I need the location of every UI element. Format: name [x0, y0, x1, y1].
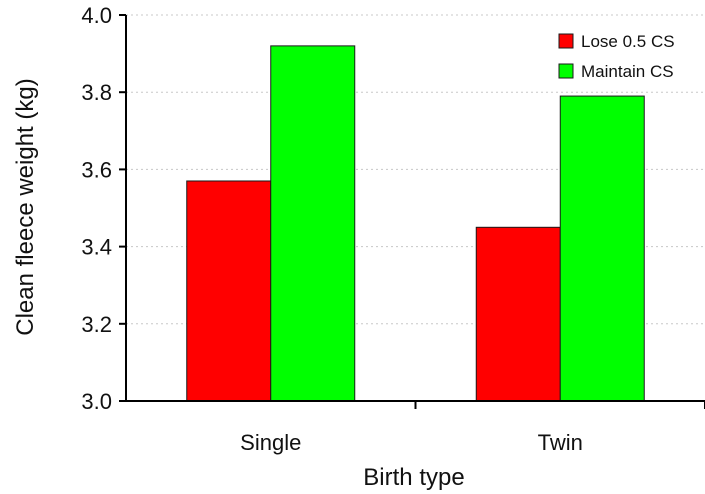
y-tick-label: 3.8: [81, 80, 112, 105]
bars: [186, 45, 645, 402]
legend-label: Lose 0.5 CS: [581, 32, 675, 51]
legend: Lose 0.5 CS Maintain CS: [558, 32, 675, 81]
axes: [119, 14, 705, 409]
legend-swatch: [558, 63, 574, 79]
y-tick-label: 3.2: [81, 312, 112, 337]
y-tick-label: 3.4: [81, 235, 112, 260]
bar: [270, 45, 356, 402]
x-axis-title: Birth type: [363, 464, 464, 491]
bar: [559, 95, 645, 402]
legend-label: Maintain CS: [581, 62, 674, 81]
bar: [186, 180, 272, 402]
y-tick-label: 3.6: [81, 157, 112, 182]
y-tick-label: 3.0: [81, 389, 112, 414]
legend-swatch: [558, 33, 574, 49]
tick-labels: 3.0 3.2 3.4 3.6 3.8 4.0 Single Twin: [81, 3, 582, 455]
bar: [475, 226, 561, 402]
x-tick-label: Single: [240, 430, 301, 455]
x-tick-label: Twin: [538, 430, 583, 455]
y-axis-title: Clean fleece weight (kg): [12, 78, 39, 335]
y-tick-label: 4.0: [81, 3, 112, 28]
